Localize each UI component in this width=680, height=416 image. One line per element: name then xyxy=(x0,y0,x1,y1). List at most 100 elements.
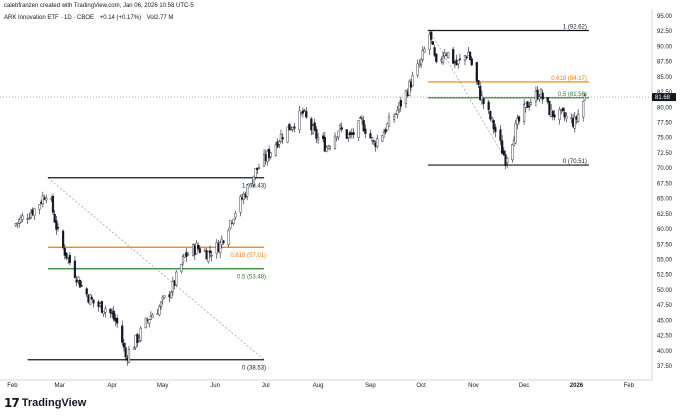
candle-body xyxy=(506,157,509,164)
candle-body xyxy=(423,48,426,53)
candle-body xyxy=(51,195,55,213)
y-tick-label: 67.50 xyxy=(657,181,673,187)
tradingview-branding: 17 TradingView xyxy=(4,396,86,410)
candle-body xyxy=(338,125,342,129)
y-tick-label: 60.00 xyxy=(657,227,673,233)
candle-body xyxy=(171,281,174,292)
candle-body xyxy=(325,147,328,152)
candle-body xyxy=(465,56,468,59)
candle-body xyxy=(127,349,131,363)
y-tick-label: 52.50 xyxy=(657,273,673,279)
candle-body xyxy=(289,129,293,131)
candle-body xyxy=(78,279,82,288)
candle-body xyxy=(458,58,462,60)
x-tick-label: Feb xyxy=(7,383,18,389)
candle-body xyxy=(340,127,343,130)
fib-level-label: 0.618 (84.17) xyxy=(551,76,587,82)
candle-body xyxy=(234,213,237,218)
x-tick-label: Oct xyxy=(416,383,426,389)
y-tick-label: 47.50 xyxy=(657,303,673,309)
candle-body xyxy=(301,110,304,114)
candle-body xyxy=(573,116,576,129)
candle-body xyxy=(122,342,125,348)
candle-body xyxy=(163,295,166,299)
candle-body xyxy=(479,85,482,101)
candle-body xyxy=(382,131,386,138)
y-tick-label: 80.00 xyxy=(657,105,673,111)
candle-body xyxy=(38,204,41,210)
candle-body xyxy=(551,110,554,117)
candle-body xyxy=(29,212,33,218)
candle-body xyxy=(102,311,105,314)
x-tick-label: Feb xyxy=(624,383,635,389)
candle-body xyxy=(77,277,80,281)
candle-body xyxy=(80,285,83,287)
y-tick-label: 55.00 xyxy=(657,257,673,263)
x-tick-label: Aug xyxy=(313,383,324,389)
candle-body xyxy=(435,53,438,62)
candle-body xyxy=(254,168,257,178)
candle-body xyxy=(315,128,318,139)
candle-body xyxy=(175,271,178,286)
candle-body xyxy=(561,107,565,112)
candle-body xyxy=(418,64,421,66)
candle-body xyxy=(158,306,161,316)
price-change: +0.14 (+0.17%) xyxy=(99,15,142,21)
brand-name: TradingView xyxy=(21,397,87,409)
candle-body xyxy=(517,116,521,122)
candle-body xyxy=(553,114,556,118)
y-tick-label: 42.50 xyxy=(657,334,673,340)
candle-body xyxy=(14,223,17,226)
candle-body xyxy=(386,123,389,131)
x-tick-label: Apr xyxy=(107,383,116,389)
candle-body xyxy=(428,34,431,50)
candle-body xyxy=(396,110,399,115)
candle-body xyxy=(328,146,332,149)
candle-body xyxy=(371,137,374,141)
candle-body xyxy=(197,244,200,249)
candle-body xyxy=(538,96,541,100)
fib-level-label: 1 (92.62) xyxy=(563,24,587,30)
creator-line: calebfranzen created with TradingView.co… xyxy=(4,3,194,9)
fib-level-label: 0.5 (81.56) xyxy=(558,92,587,98)
fib-level-label: 0 (38.53) xyxy=(242,366,266,372)
last-price-marker xyxy=(652,93,676,102)
y-tick-label: 87.50 xyxy=(657,60,673,66)
candle-body xyxy=(19,217,22,223)
candle-body xyxy=(359,117,362,119)
x-tick-label: Jun xyxy=(210,383,220,389)
candle-body xyxy=(313,122,316,131)
candle-body xyxy=(112,310,115,320)
candle-body xyxy=(256,167,259,171)
candle-body xyxy=(357,120,360,138)
candle-body xyxy=(416,63,419,76)
candle-body xyxy=(207,251,210,262)
candle-body xyxy=(430,31,433,40)
candle-body xyxy=(109,308,112,314)
candle-body xyxy=(305,111,308,118)
candle-body xyxy=(90,297,93,300)
candle-body xyxy=(475,62,478,82)
x-tick-label: May xyxy=(157,383,168,389)
candle-body xyxy=(293,126,296,129)
y-tick-label: 57.50 xyxy=(657,242,673,248)
last-price-label: 81.68 xyxy=(655,95,671,101)
candle-body xyxy=(523,104,526,122)
y-tick-label: 77.50 xyxy=(657,121,673,127)
tradingview-logo-icon: 17 xyxy=(4,396,20,410)
candle-body xyxy=(310,118,313,131)
candle-body xyxy=(399,100,402,107)
candle-body xyxy=(362,120,365,132)
candle-body xyxy=(345,129,348,139)
candle-body xyxy=(404,90,407,104)
candle-body xyxy=(75,279,78,283)
candle-body xyxy=(121,325,124,343)
candle-body xyxy=(490,117,494,119)
candle-body xyxy=(565,116,568,119)
x-tick-label: Mar xyxy=(55,383,65,389)
candle-body xyxy=(170,292,173,299)
y-tick-label: 65.00 xyxy=(657,197,673,203)
candle-body xyxy=(536,89,539,100)
candle-body xyxy=(239,196,242,213)
